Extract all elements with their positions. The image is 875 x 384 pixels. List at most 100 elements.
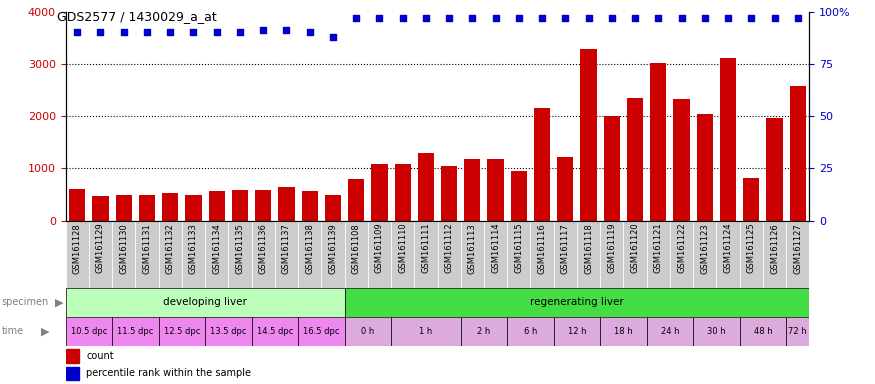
Bar — [208, 191, 225, 221]
Bar — [580, 49, 597, 221]
Bar — [228, 221, 252, 288]
Bar — [66, 349, 79, 363]
Point — [373, 15, 387, 21]
Text: 14.5 dpc: 14.5 dpc — [256, 327, 293, 336]
Point — [536, 15, 550, 21]
Bar — [345, 288, 809, 317]
Text: 48 h: 48 h — [753, 327, 773, 336]
Point — [582, 15, 596, 21]
Text: 11.5 dpc: 11.5 dpc — [117, 327, 153, 336]
Text: GSM161110: GSM161110 — [398, 223, 407, 273]
Point — [70, 30, 84, 36]
Bar — [743, 178, 760, 221]
Text: GSM161134: GSM161134 — [213, 223, 221, 273]
Bar — [623, 221, 647, 288]
Point — [605, 15, 619, 21]
Text: GSM161122: GSM161122 — [677, 223, 686, 273]
Bar — [66, 367, 79, 380]
Bar — [66, 288, 345, 317]
Point — [697, 15, 711, 21]
Text: GSM161124: GSM161124 — [724, 223, 732, 273]
Bar — [786, 221, 809, 288]
Bar — [647, 317, 693, 346]
Text: ▶: ▶ — [55, 297, 64, 308]
Bar — [345, 221, 368, 288]
Point — [233, 30, 247, 36]
Text: GSM161137: GSM161137 — [282, 223, 290, 274]
Text: GSM161127: GSM161127 — [794, 223, 802, 273]
Point — [326, 33, 340, 40]
Text: GSM161125: GSM161125 — [746, 223, 756, 273]
Bar — [368, 221, 391, 288]
Bar — [158, 221, 182, 288]
Bar — [507, 317, 554, 346]
Text: 2 h: 2 h — [478, 327, 491, 336]
Bar — [487, 159, 504, 221]
Point — [675, 15, 689, 21]
Text: GSM161112: GSM161112 — [444, 223, 453, 273]
Bar — [534, 108, 550, 221]
Point — [628, 15, 642, 21]
Text: GSM161117: GSM161117 — [561, 223, 570, 273]
Bar — [112, 317, 158, 346]
Text: specimen: specimen — [2, 297, 49, 308]
Bar — [670, 221, 693, 288]
Text: count: count — [86, 351, 114, 361]
Text: ▶: ▶ — [41, 326, 50, 336]
Bar — [461, 317, 507, 346]
Point — [767, 15, 781, 21]
Text: 1 h: 1 h — [419, 327, 432, 336]
Text: 16.5 dpc: 16.5 dpc — [303, 327, 340, 336]
Text: GSM161123: GSM161123 — [700, 223, 710, 273]
Bar — [391, 221, 414, 288]
Point — [745, 15, 759, 21]
Bar — [530, 221, 554, 288]
Bar — [348, 179, 364, 221]
Text: developing liver: developing liver — [163, 297, 247, 308]
Point — [791, 15, 805, 21]
Bar — [557, 157, 573, 221]
Text: GDS2577 / 1430029_a_at: GDS2577 / 1430029_a_at — [57, 10, 217, 23]
Point — [116, 30, 130, 36]
Bar — [763, 221, 786, 288]
Bar — [720, 58, 736, 221]
Bar — [693, 221, 717, 288]
Point — [140, 30, 154, 36]
Bar — [395, 164, 410, 221]
Bar — [252, 317, 298, 346]
Bar — [391, 317, 461, 346]
Bar — [414, 221, 438, 288]
Bar — [554, 317, 600, 346]
Point — [419, 15, 433, 21]
Text: 72 h: 72 h — [788, 327, 807, 336]
Bar — [66, 317, 112, 346]
Bar — [205, 221, 228, 288]
Point — [256, 27, 270, 33]
Bar — [766, 118, 782, 221]
Bar — [438, 221, 461, 288]
Text: 12 h: 12 h — [568, 327, 586, 336]
Text: GSM161135: GSM161135 — [235, 223, 244, 273]
Text: time: time — [2, 326, 24, 336]
Text: GSM161129: GSM161129 — [96, 223, 105, 273]
Text: regenerating liver: regenerating liver — [530, 297, 624, 308]
Point — [349, 15, 363, 21]
Bar — [162, 192, 178, 221]
Bar — [275, 221, 298, 288]
Point — [279, 27, 293, 33]
Bar — [647, 221, 670, 288]
Text: GSM161126: GSM161126 — [770, 223, 779, 273]
Bar — [205, 317, 252, 346]
Text: GSM161131: GSM161131 — [143, 223, 151, 273]
Bar — [650, 63, 667, 221]
Bar — [577, 221, 600, 288]
Text: GSM161119: GSM161119 — [607, 223, 616, 273]
Bar — [696, 114, 713, 221]
Bar — [604, 116, 620, 221]
Bar — [136, 221, 158, 288]
Bar — [739, 221, 763, 288]
Bar — [465, 159, 480, 221]
Bar — [600, 221, 623, 288]
Point — [94, 30, 108, 36]
Bar — [600, 317, 647, 346]
